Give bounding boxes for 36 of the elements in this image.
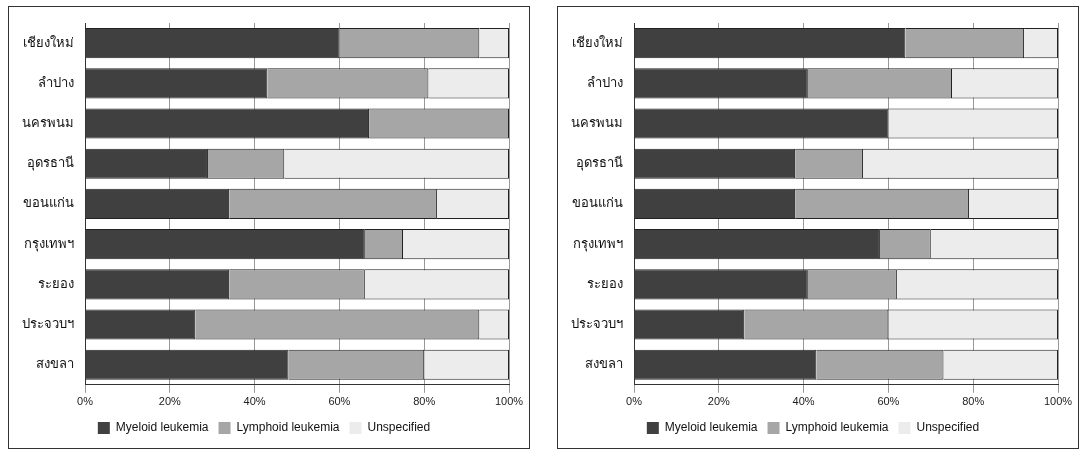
y-tick-label: เชียงใหม่ — [572, 34, 623, 50]
x-tick-label: 40% — [792, 395, 815, 408]
legend-label: Lymphoid leukemia — [236, 420, 340, 435]
y-tick-label: นครพนม — [571, 115, 623, 131]
legend-label: Myeloid leukemia — [664, 420, 758, 435]
y-tick-label: อุดรธานี — [576, 155, 623, 172]
y-tick-label: ลำปาง — [587, 74, 623, 90]
x-tick-label: 0% — [626, 395, 643, 408]
y-tick-label: ประจวบฯ — [22, 316, 74, 332]
x-tick-label: 80% — [962, 395, 985, 408]
y-tick-label: ระยอง — [38, 275, 74, 291]
y-tick-label: กรุงเทพฯ — [24, 235, 74, 252]
x-tick-label: 60% — [877, 395, 900, 408]
y-tick-label: สงขลา — [36, 356, 74, 372]
x-tick-label: 20% — [158, 395, 182, 408]
y-tick-label: อุดรธานี — [27, 155, 74, 172]
y-tick-label: เชียงใหม่ — [23, 34, 74, 50]
legend-label: Unspecified — [916, 420, 980, 435]
x-tick-label: 100% — [494, 395, 524, 408]
legend-label: Unspecified — [367, 420, 431, 435]
y-tick-label: กรุงเทพฯ — [573, 235, 623, 252]
y-tick-label: สงขลา — [585, 356, 623, 372]
x-tick-label: 80% — [413, 395, 436, 408]
y-tick-label: ประจวบฯ — [571, 316, 623, 332]
legend-label: Myeloid leukemia — [115, 420, 209, 435]
y-tick-label: ขอนแก่น — [23, 195, 74, 211]
y-tick-label: นครพนม — [22, 115, 74, 131]
y-tick-label: ขอนแก่น — [572, 195, 623, 211]
x-tick-label: 0% — [77, 395, 94, 408]
legend-label: Lymphoid leukemia — [785, 420, 889, 435]
x-tick-label: 40% — [243, 395, 266, 408]
x-tick-label: 60% — [328, 395, 351, 408]
x-tick-label: 100% — [1043, 395, 1073, 408]
x-tick-label: 20% — [707, 395, 731, 408]
y-tick-label: ลำปาง — [38, 74, 74, 90]
y-tick-label: ระยอง — [587, 275, 623, 291]
